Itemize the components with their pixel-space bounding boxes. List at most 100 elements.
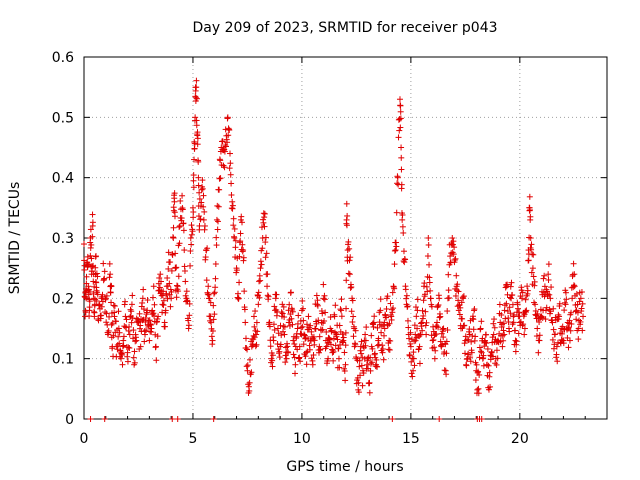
data-point [120, 342, 127, 349]
data-point [270, 334, 277, 341]
data-point [231, 225, 238, 232]
data-point [467, 354, 474, 361]
data-point [507, 283, 514, 290]
data-point [107, 271, 114, 278]
data-point [278, 332, 285, 339]
data-point [116, 340, 123, 347]
data-point [209, 341, 216, 348]
data-point [298, 324, 305, 331]
data-point [86, 298, 93, 305]
data-point [393, 209, 400, 216]
data-point [522, 308, 529, 315]
data-point [158, 292, 165, 299]
data-point [418, 323, 425, 330]
data-point [526, 193, 533, 200]
data-point [139, 295, 146, 302]
data-point [343, 305, 350, 312]
data-point [88, 241, 95, 248]
data-point [392, 247, 399, 254]
data-point [147, 321, 154, 328]
data-point [120, 333, 127, 340]
data-point [300, 317, 307, 324]
data-point [327, 341, 334, 348]
data-point [369, 359, 376, 366]
data-point [212, 260, 219, 267]
data-point [472, 377, 479, 384]
data-point [352, 327, 359, 334]
data-point [377, 296, 384, 303]
data-point [522, 296, 529, 303]
data-point [415, 345, 422, 352]
data-point [128, 319, 135, 326]
data-point [297, 358, 304, 365]
data-point [280, 323, 287, 330]
data-point [346, 271, 353, 278]
data-point [198, 199, 205, 206]
data-point [358, 338, 365, 345]
data-point [441, 367, 448, 374]
data-point [348, 284, 355, 291]
data-point [143, 309, 150, 316]
data-point [262, 254, 269, 261]
data-point [258, 261, 265, 268]
data-point [363, 361, 370, 368]
data-point [345, 238, 352, 245]
data-point [515, 305, 522, 312]
data-point [294, 320, 301, 327]
zero-data-point [169, 416, 176, 422]
data-point [473, 361, 480, 368]
data-point [499, 332, 506, 339]
data-point [339, 339, 346, 346]
data-point [271, 326, 278, 333]
data-point [181, 247, 188, 254]
data-point [422, 322, 429, 329]
data-point [227, 171, 234, 178]
data-point [166, 280, 173, 287]
data-point [339, 331, 346, 338]
data-point [391, 247, 398, 254]
data-point [356, 363, 363, 370]
data-point [459, 294, 466, 301]
data-point [500, 320, 507, 327]
data-point [507, 310, 514, 317]
data-point [276, 354, 283, 361]
data-point [422, 308, 429, 315]
data-point [513, 338, 520, 345]
data-point [87, 252, 94, 259]
y-tick-label: 0.4 [52, 171, 74, 187]
data-point [141, 328, 148, 335]
data-point [335, 355, 342, 362]
data-point [330, 357, 337, 364]
data-point [356, 357, 363, 364]
data-point [207, 299, 214, 306]
data-point [475, 390, 482, 397]
data-point [577, 318, 584, 325]
data-point [321, 317, 328, 324]
data-point [299, 297, 306, 304]
data-point [455, 307, 462, 314]
data-point [319, 310, 326, 317]
data-point [553, 351, 560, 358]
data-point [89, 233, 96, 240]
data-point [574, 327, 581, 334]
data-point [340, 334, 347, 341]
data-point [476, 344, 483, 351]
data-point [138, 316, 145, 323]
data-point [114, 327, 121, 334]
data-point [427, 295, 434, 302]
data-point [122, 313, 129, 320]
data-point [326, 336, 333, 343]
data-point [90, 278, 97, 285]
data-point [519, 322, 526, 329]
data-point [261, 214, 268, 221]
data-point [407, 343, 414, 350]
data-point [358, 350, 365, 357]
data-point [123, 324, 130, 331]
data-point [243, 345, 250, 352]
data-point [385, 346, 392, 353]
data-point [468, 338, 475, 345]
data-point [333, 333, 340, 340]
data-point [466, 331, 473, 338]
data-point [364, 357, 371, 364]
data-point [176, 240, 183, 247]
